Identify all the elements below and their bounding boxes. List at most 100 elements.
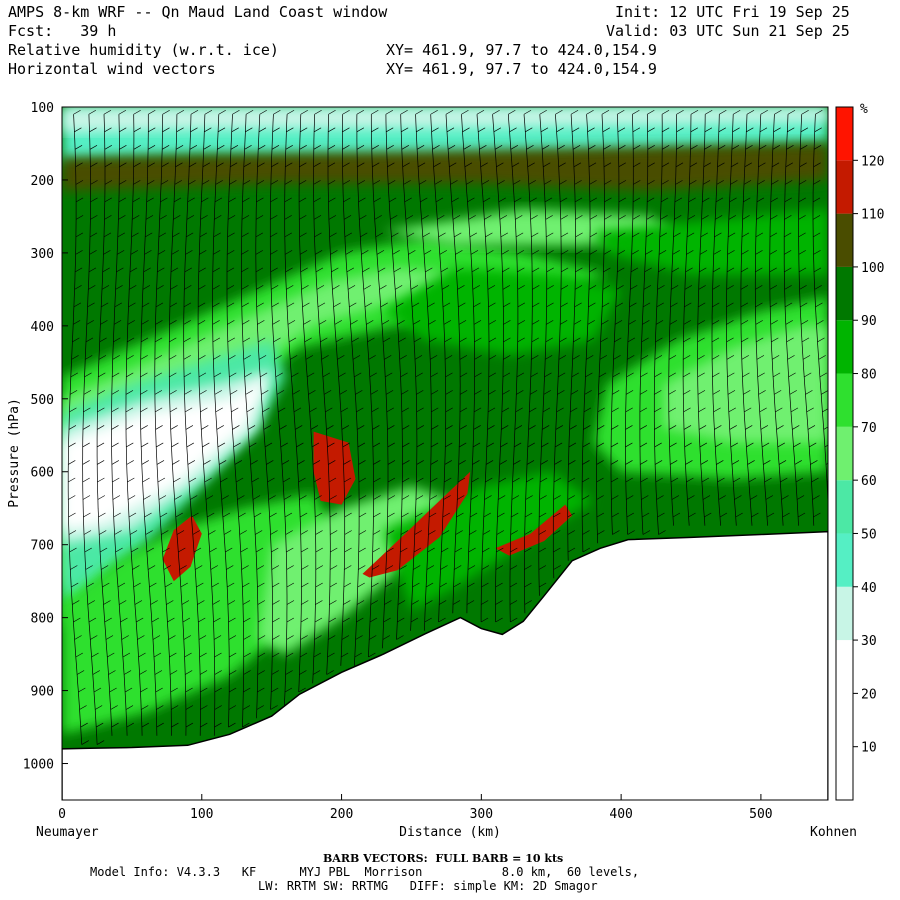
barb-flag — [483, 512, 491, 518]
barb-flag — [639, 390, 648, 395]
barb-flag — [546, 302, 554, 308]
barb-flag — [328, 215, 337, 220]
barb-flag — [256, 565, 264, 570]
barb-flag — [241, 267, 249, 273]
barb-flag — [373, 495, 381, 500]
barb-flag — [782, 512, 790, 518]
barb-flag — [422, 232, 430, 238]
barb-flag — [387, 425, 395, 430]
barb-staff — [812, 114, 828, 512]
barb-flag — [247, 425, 256, 430]
barb-flag — [169, 670, 178, 675]
barb-flag — [228, 635, 237, 640]
barb-flag — [354, 372, 362, 378]
barb-flag — [227, 320, 235, 325]
barb-flag — [111, 425, 119, 430]
barb-flag — [698, 407, 706, 413]
barb-flag — [97, 495, 106, 500]
barb-flag — [70, 372, 78, 378]
barb-flag — [531, 250, 539, 255]
barb-flag — [553, 477, 562, 483]
y-tick-label: 900 — [31, 685, 54, 700]
barb-flag — [440, 565, 448, 570]
barb-flag — [198, 285, 206, 290]
barb-flag — [727, 372, 735, 378]
barb-flag — [326, 425, 334, 430]
barb-flag — [583, 407, 592, 413]
barb-flag — [284, 687, 293, 693]
barb-flag — [151, 617, 159, 623]
barb-flag — [270, 232, 278, 238]
barb-flag — [814, 285, 822, 290]
barb-flag — [442, 302, 451, 308]
barb-staff — [538, 114, 548, 596]
barb-flag — [190, 110, 199, 115]
barb-flag — [802, 355, 811, 360]
barb-flag — [714, 232, 722, 238]
barb-flag — [402, 477, 410, 483]
barb-flag — [700, 232, 708, 238]
barb-staff — [241, 114, 259, 719]
barb-flag — [199, 652, 207, 658]
barb-flag — [672, 250, 680, 255]
barb-flag — [642, 530, 651, 535]
barb-flag — [560, 320, 568, 325]
barb-flag — [397, 600, 406, 605]
barb-flag — [104, 180, 113, 185]
barb-flag — [538, 547, 546, 553]
barb-flag — [573, 162, 582, 168]
barb-flag — [133, 582, 141, 588]
barb-flag — [517, 337, 525, 343]
barb-flag — [85, 355, 93, 360]
barb-flag — [430, 390, 439, 395]
barb-flag — [474, 337, 482, 343]
barb-flag — [356, 110, 365, 115]
barb-flag — [402, 442, 410, 448]
barb-flag — [171, 250, 179, 255]
barb-flag — [589, 250, 597, 255]
barb-flag — [372, 162, 380, 168]
barb-flag — [137, 635, 145, 640]
barb-flag — [771, 162, 780, 168]
barb-flag — [523, 110, 532, 115]
barb-flag — [169, 337, 177, 343]
right-endpoint-label: Kohnen — [810, 825, 857, 840]
barb-flag — [217, 145, 225, 150]
barb-flag — [143, 495, 151, 500]
barb-flag — [568, 442, 577, 448]
barb-flag — [668, 425, 677, 430]
barb-staff — [430, 114, 447, 623]
barb-flag — [272, 127, 280, 133]
barb-flag — [89, 145, 98, 150]
barb-flag — [390, 215, 398, 220]
barb-flag — [140, 687, 148, 693]
barb-flag — [603, 145, 611, 150]
barb-flag — [517, 355, 525, 360]
barb-flag — [646, 215, 654, 220]
barb-flag — [379, 285, 387, 290]
barb-flag — [183, 635, 191, 640]
barb-flag — [101, 302, 109, 308]
barb-flag — [435, 197, 444, 203]
barb-flag — [451, 197, 459, 203]
barb-flag — [271, 285, 279, 290]
barb-flag — [125, 390, 134, 395]
barb-flag — [400, 110, 408, 115]
barb-flag — [553, 565, 561, 570]
barb-flag — [502, 267, 510, 273]
barb-flag — [371, 407, 379, 413]
barb-flag — [431, 407, 439, 413]
barb-flag — [524, 547, 532, 553]
barb-flag — [799, 285, 807, 290]
barb-flag — [481, 180, 490, 185]
barb-flag — [755, 320, 763, 325]
barb-flag — [798, 250, 806, 255]
barb-flag — [727, 250, 735, 255]
barb-flag — [611, 512, 619, 518]
barb-flag — [514, 442, 522, 448]
barb-flag — [719, 110, 727, 115]
barb-flag — [740, 302, 749, 308]
colorbar-swatch — [836, 426, 853, 481]
barb-flag — [288, 337, 297, 343]
barb-flag — [526, 145, 534, 150]
